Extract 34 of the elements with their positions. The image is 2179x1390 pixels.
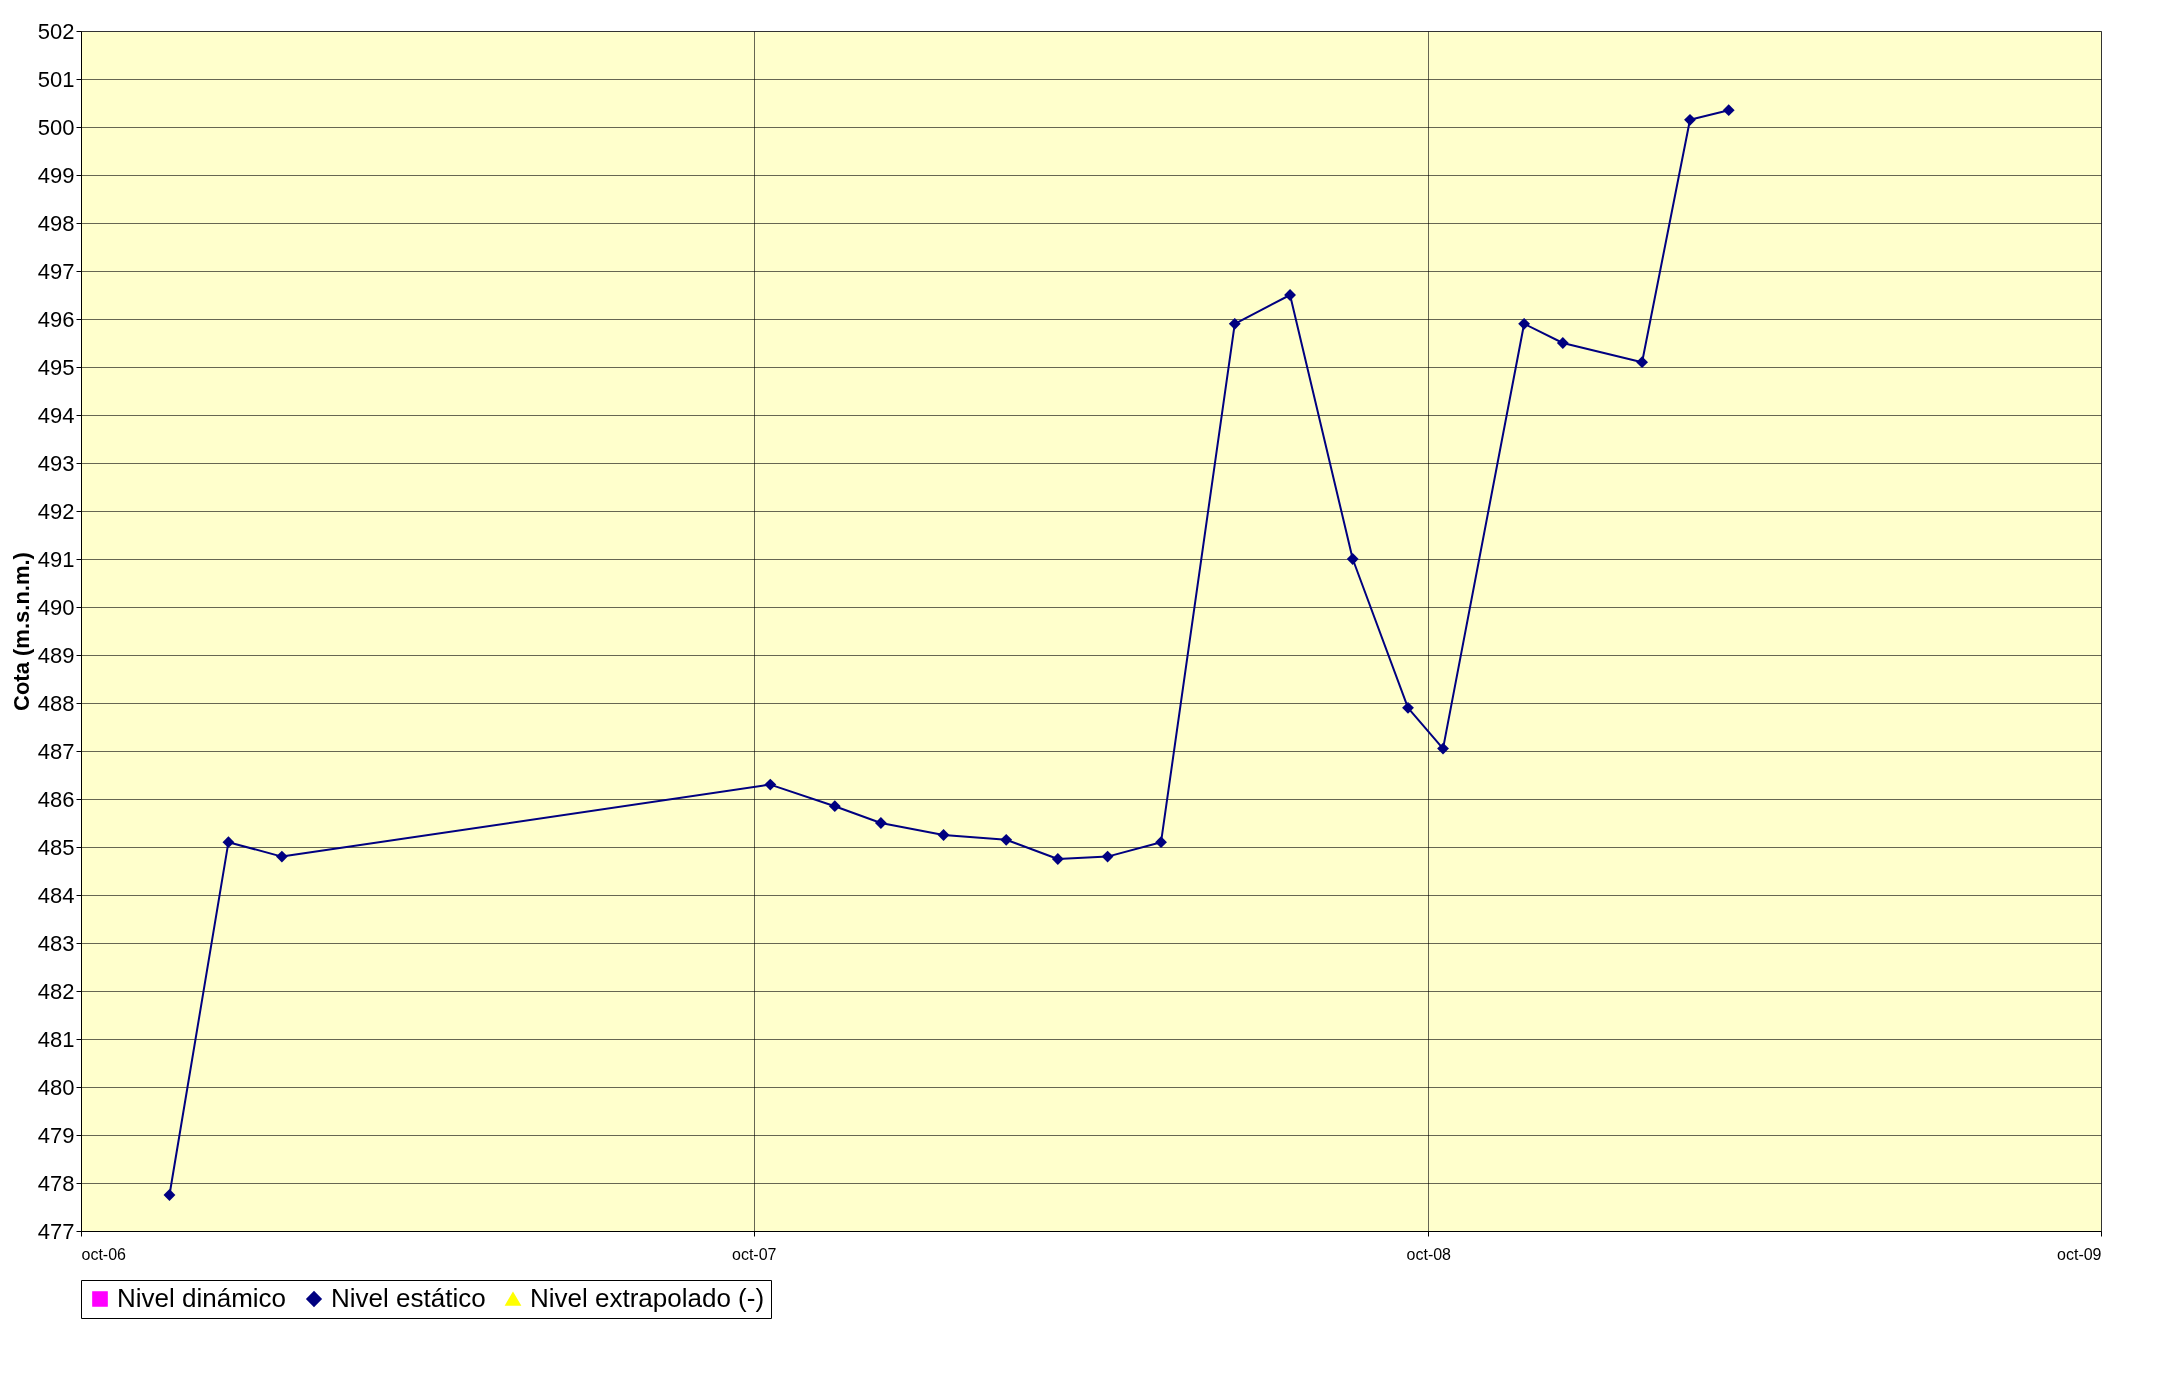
x-tick-label: oct-07 (731, 1245, 777, 1263)
y-tick-label: 488 (37, 690, 75, 716)
y-tick-label: 481 (37, 1026, 75, 1052)
y-tick-label: 486 (37, 786, 75, 812)
legend-label: Nivel dinámico (117, 1283, 287, 1313)
y-tick-label: 491 (37, 546, 75, 572)
y-tick-label: 487 (37, 738, 75, 764)
y-tick-label: 499 (37, 162, 75, 188)
y-tick-label: 498 (37, 210, 75, 236)
y-tick-label: 490 (37, 594, 75, 620)
x-tick-label: oct-09 (2057, 1245, 2102, 1263)
y-tick-label: 478 (37, 1170, 75, 1196)
y-tick-label: 479 (37, 1122, 75, 1148)
y-tick-label: 494 (37, 402, 75, 428)
y-tick-label: 495 (37, 354, 75, 380)
y-tick-label: 492 (37, 498, 75, 524)
y-tick-label: 483 (37, 930, 75, 956)
y-tick-label: 496 (37, 306, 75, 332)
x-tick-label: oct-06 (81, 1245, 127, 1263)
y-tick-label: 502 (37, 18, 75, 44)
y-tick-label: 477 (37, 1218, 75, 1244)
y-tick-label: 484 (37, 882, 75, 908)
y-tick-label: 493 (37, 450, 75, 476)
y-tick-label: 497 (37, 258, 75, 284)
y-tick-label: 500 (37, 114, 75, 140)
y-tick-label: 501 (37, 66, 75, 92)
legend-label: Nivel extrapolado (-) (530, 1283, 765, 1313)
legend-label: Nivel estático (331, 1283, 486, 1313)
x-tick-label: oct-08 (1406, 1245, 1452, 1263)
y-tick-label: 485 (37, 834, 75, 860)
y-tick-label: 482 (37, 978, 75, 1004)
y-tick-label: 480 (37, 1074, 75, 1100)
y-axis-title: Cota (m.s.n.m.) (8, 552, 34, 711)
y-tick-label: 489 (37, 642, 75, 668)
